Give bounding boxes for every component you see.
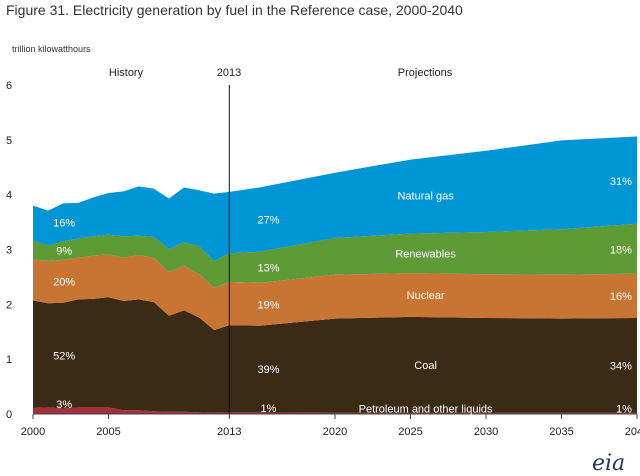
series-label-natural-gas: Natural gas <box>397 191 454 203</box>
pct-label-petroleum-and-other-liquids: 1% <box>616 404 632 416</box>
y-tick-label: 3 <box>6 245 12 257</box>
area-renewables <box>33 223 637 288</box>
eia-logo: eia <box>592 451 625 476</box>
x-tick-label: 2005 <box>96 426 120 438</box>
y-tick-label: 4 <box>6 190 12 202</box>
series-labels: Petroleum and other liquids 3% 1% 1% Coal 52%… <box>53 176 632 415</box>
x-tick-label: 2013 <box>217 426 241 438</box>
x-tick-label: 2000 <box>21 426 45 438</box>
area-coal <box>33 297 637 413</box>
y-tick-label: 2 <box>6 299 12 311</box>
area-layers <box>33 136 637 414</box>
pct-label-coal: 39% <box>257 364 279 376</box>
pct-label-coal: 52% <box>53 351 75 363</box>
pct-label-natural-gas: 27% <box>257 215 279 227</box>
y-tick-label: 6 <box>6 80 12 92</box>
y-tick-label: 0 <box>6 409 12 421</box>
series-label-nuclear: Nuclear <box>407 290 445 302</box>
series-label-renewables: Renewables <box>395 248 456 260</box>
x-tick-label: 2035 <box>549 426 573 438</box>
pct-label-nuclear: 20% <box>53 276 75 288</box>
pct-label-natural-gas: 31% <box>610 176 632 188</box>
divider-year-label: 2013 <box>217 67 241 79</box>
pct-label-coal: 34% <box>610 361 632 373</box>
series-label-coal: Coal <box>414 360 437 372</box>
series-label-petroleum-and-other-liquids: Petroleum and other liquids <box>359 404 493 416</box>
pct-label-renewables: 13% <box>257 262 279 274</box>
area-natural-gas <box>33 136 637 261</box>
pct-label-renewables: 18% <box>610 244 632 256</box>
x-tick-label: 2030 <box>474 426 498 438</box>
history-label: History <box>109 67 144 79</box>
pct-label-natural-gas: 16% <box>53 217 75 229</box>
projections-label: Projections <box>398 67 453 79</box>
x-tick-label: 2025 <box>398 426 422 438</box>
y-axis-unit: trillion kilowatthours <box>12 44 91 54</box>
y-tick-label: 5 <box>6 135 12 147</box>
area-petroleum-and-other-liquids <box>33 407 637 414</box>
area-nuclear <box>33 254 637 331</box>
pct-label-nuclear: 19% <box>257 299 279 311</box>
chart-title: Figure 31. Electricity generation by fue… <box>6 2 463 18</box>
pct-label-petroleum-and-other-liquids: 1% <box>261 403 277 415</box>
x-tick-label: 2020 <box>323 426 347 438</box>
x-tick-label: 2040 <box>625 426 640 438</box>
pct-label-petroleum-and-other-liquids: 3% <box>56 399 72 411</box>
pct-label-renewables: 9% <box>56 246 72 258</box>
axes: 0 1 2 3 4 5 6 2000 2005 2013 2020 2025 2030 2035 2040 <box>6 80 640 438</box>
y-tick-label: 1 <box>6 354 12 366</box>
pct-label-nuclear: 16% <box>610 291 632 303</box>
